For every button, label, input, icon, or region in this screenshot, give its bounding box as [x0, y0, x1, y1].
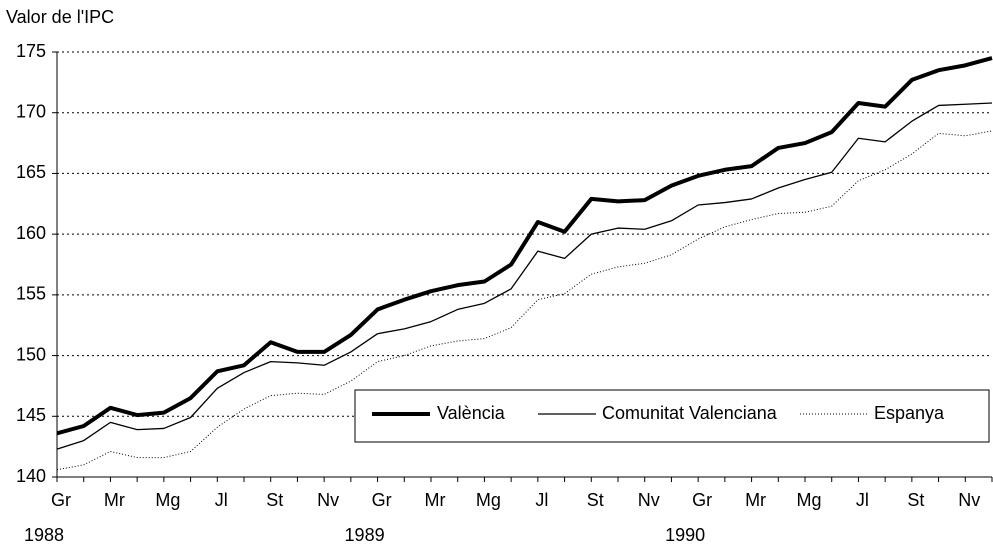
year-label: 1988 — [24, 525, 64, 545]
x-tick-label: Nv — [958, 490, 980, 510]
x-tick-label: St — [907, 490, 924, 510]
x-tick-label: Gr — [372, 490, 392, 510]
x-tick-label: Jl — [215, 490, 228, 510]
x-tick-label: Mg — [155, 490, 180, 510]
x-tick-label: Mg — [796, 490, 821, 510]
y-tick-label: 145 — [16, 405, 46, 425]
y-axis-title: Valor de l'IPC — [6, 7, 114, 27]
y-tick-label: 140 — [16, 466, 46, 486]
x-tick-label: Mg — [476, 490, 501, 510]
y-tick-label: 175 — [16, 41, 46, 61]
legend-label: Comunitat Valenciana — [602, 403, 778, 423]
y-tick-label: 160 — [16, 223, 46, 243]
series-line — [56, 102, 993, 450]
y-tick-label: 150 — [16, 344, 46, 364]
year-label: 1989 — [345, 525, 385, 545]
y-tick-label: 155 — [16, 284, 46, 304]
x-tick-label: Mr — [425, 490, 446, 510]
legend-box — [354, 389, 990, 443]
x-tick-label: Nv — [317, 490, 339, 510]
x-tick-label: St — [266, 490, 283, 510]
legend-label: València — [437, 403, 506, 423]
y-tick-label: 165 — [16, 162, 46, 182]
x-tick-label: Gr — [51, 490, 71, 510]
x-tick-label: Nv — [638, 490, 660, 510]
x-tick-label: Mr — [104, 490, 125, 510]
x-tick-label: Mr — [745, 490, 766, 510]
x-tick-label: Jl — [856, 490, 869, 510]
x-tick-label: St — [587, 490, 604, 510]
legend-label: Espanya — [874, 403, 945, 423]
x-tick-label: Jl — [535, 490, 548, 510]
y-tick-label: 170 — [16, 101, 46, 121]
series-line — [56, 130, 993, 471]
x-tick-label: Gr — [692, 490, 712, 510]
series-line — [56, 56, 993, 436]
year-label: 1990 — [665, 525, 705, 545]
